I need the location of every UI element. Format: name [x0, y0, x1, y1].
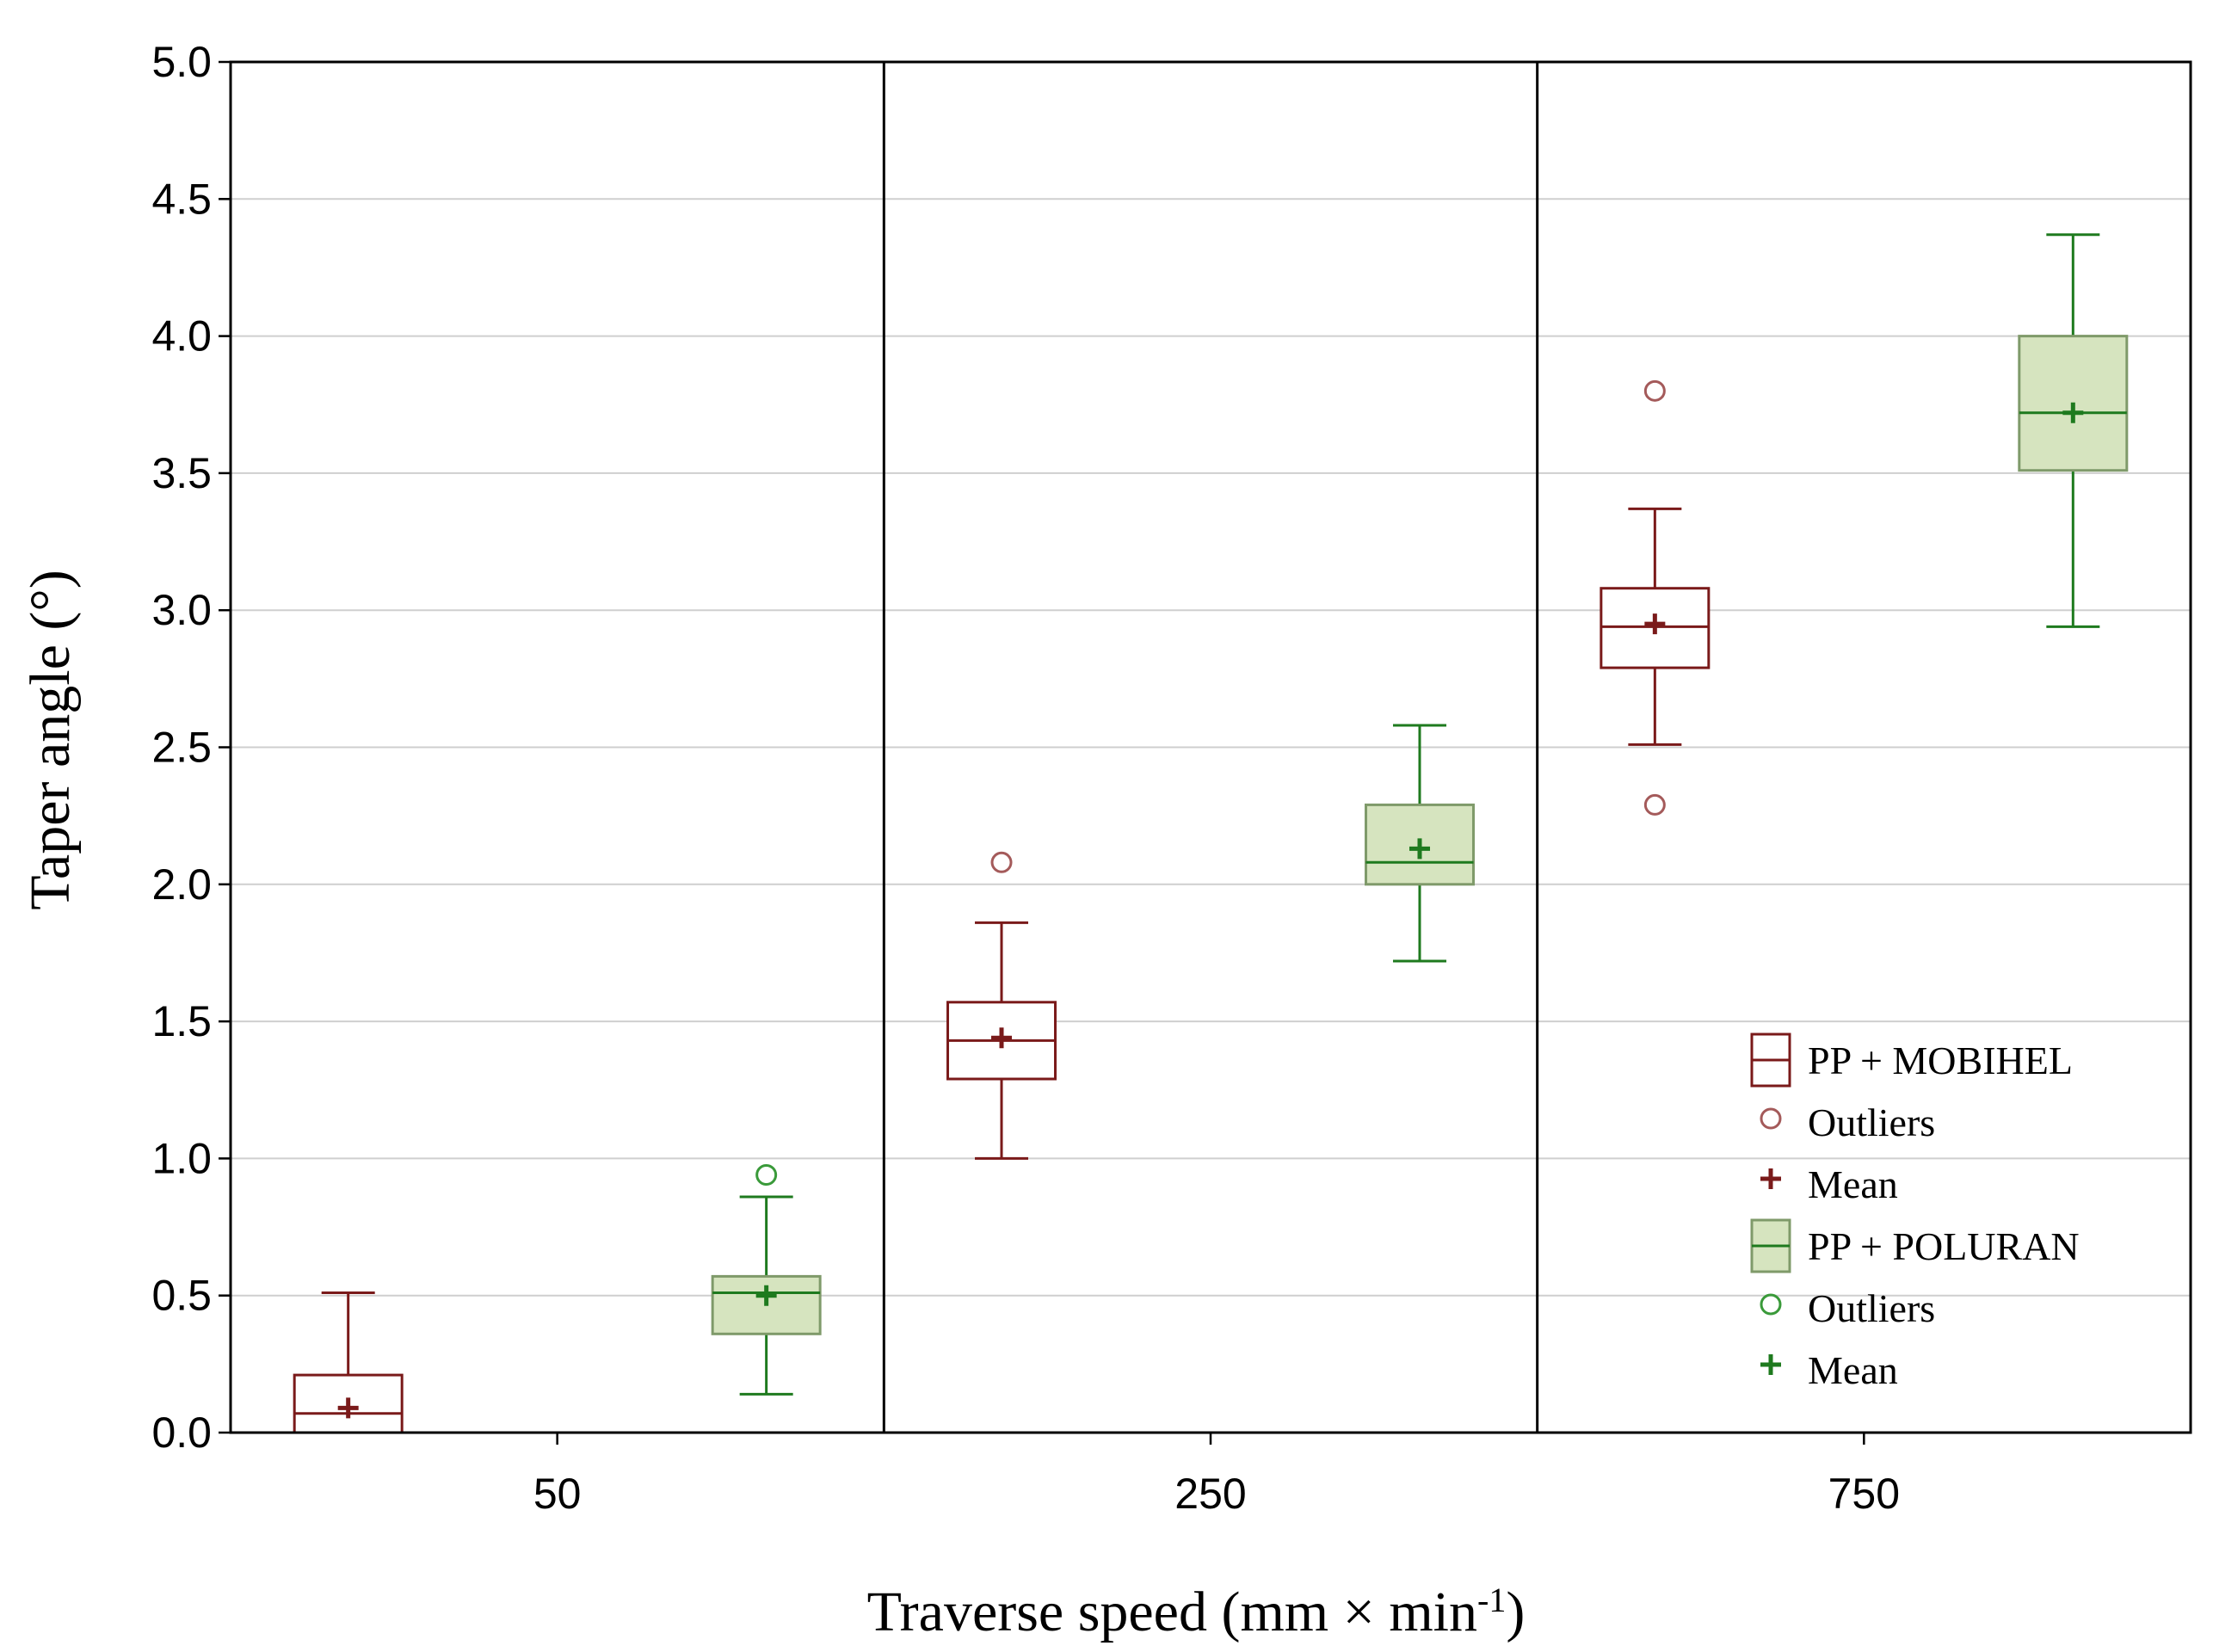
boxplot-50-mobihel — [293, 1291, 404, 1434]
y-tick-label: 5.0 — [151, 38, 212, 86]
boxplots — [293, 233, 2129, 1434]
legend-mean-symbol — [1760, 1354, 1781, 1375]
mean-marker — [337, 1397, 359, 1419]
legend-label: Outliers — [1808, 1100, 1935, 1144]
y-tick-label: 3.0 — [151, 586, 212, 634]
x-axis-title-main: Traverse speed (mm × min — [867, 1581, 1477, 1643]
boxplot-250-poluran — [1364, 724, 1475, 963]
mean-marker — [991, 1027, 1013, 1049]
x-tick-label: 250 — [1174, 1470, 1246, 1518]
y-tick-label: 1.5 — [151, 997, 212, 1045]
y-tick-label: 1.0 — [151, 1134, 212, 1182]
legend: PP + MOBIHEL Outliers Mean PP + POLURAN Outl… — [1750, 1032, 2080, 1392]
legend-outlier-symbol — [1760, 1293, 1782, 1316]
legend-label: Mean — [1808, 1162, 1898, 1206]
y-tick-label: 2.5 — [151, 724, 212, 772]
mean-marker — [1644, 613, 1666, 635]
y-axis-ticks: 0.0 0.5 1.0 1.5 2.0 2.5 3.0 3.5 4.0 4.5 5.0 — [151, 38, 231, 1457]
legend-label: PP + POLURAN — [1808, 1224, 2080, 1268]
y-tick-label: 2.0 — [151, 860, 212, 909]
boxplot-50-poluran — [711, 1164, 822, 1396]
y-tick-label: 0.0 — [151, 1409, 212, 1457]
boxplot-750-poluran — [2018, 233, 2129, 628]
x-axis-title: Traverse speed (mm × min-1) — [867, 1581, 1526, 1644]
outlier-point — [990, 851, 1013, 873]
boxplot-250-mobihel — [946, 851, 1057, 1160]
legend-label: PP + MOBIHEL — [1808, 1039, 2073, 1082]
legend-label: Mean — [1808, 1348, 1898, 1392]
y-tick-label: 0.5 — [151, 1272, 212, 1320]
x-axis-title-superscript: -1 — [1477, 1581, 1506, 1619]
mean-marker — [755, 1285, 777, 1306]
mean-marker — [1409, 838, 1430, 860]
x-axis-title-close: ) — [1506, 1581, 1525, 1643]
outlier-point — [1643, 379, 1666, 402]
y-tick-label: 4.0 — [151, 312, 212, 361]
legend-label: Outliers — [1808, 1286, 1935, 1330]
x-axis-ticks: 50 250 750 — [533, 1433, 1900, 1518]
legend-outlier-symbol — [1760, 1107, 1782, 1130]
y-tick-label: 4.5 — [151, 175, 212, 223]
boxplot-750-mobihel — [1600, 379, 1711, 816]
y-tick-label: 3.5 — [151, 449, 212, 497]
outlier-point — [755, 1164, 778, 1187]
x-tick-label: 750 — [1828, 1470, 1900, 1518]
x-tick-label: 50 — [533, 1470, 582, 1518]
mean-marker — [2062, 402, 2084, 423]
y-axis-title: Taper angle (°) — [19, 570, 82, 910]
outlier-point — [1643, 793, 1666, 816]
legend-mean-symbol — [1760, 1168, 1781, 1189]
